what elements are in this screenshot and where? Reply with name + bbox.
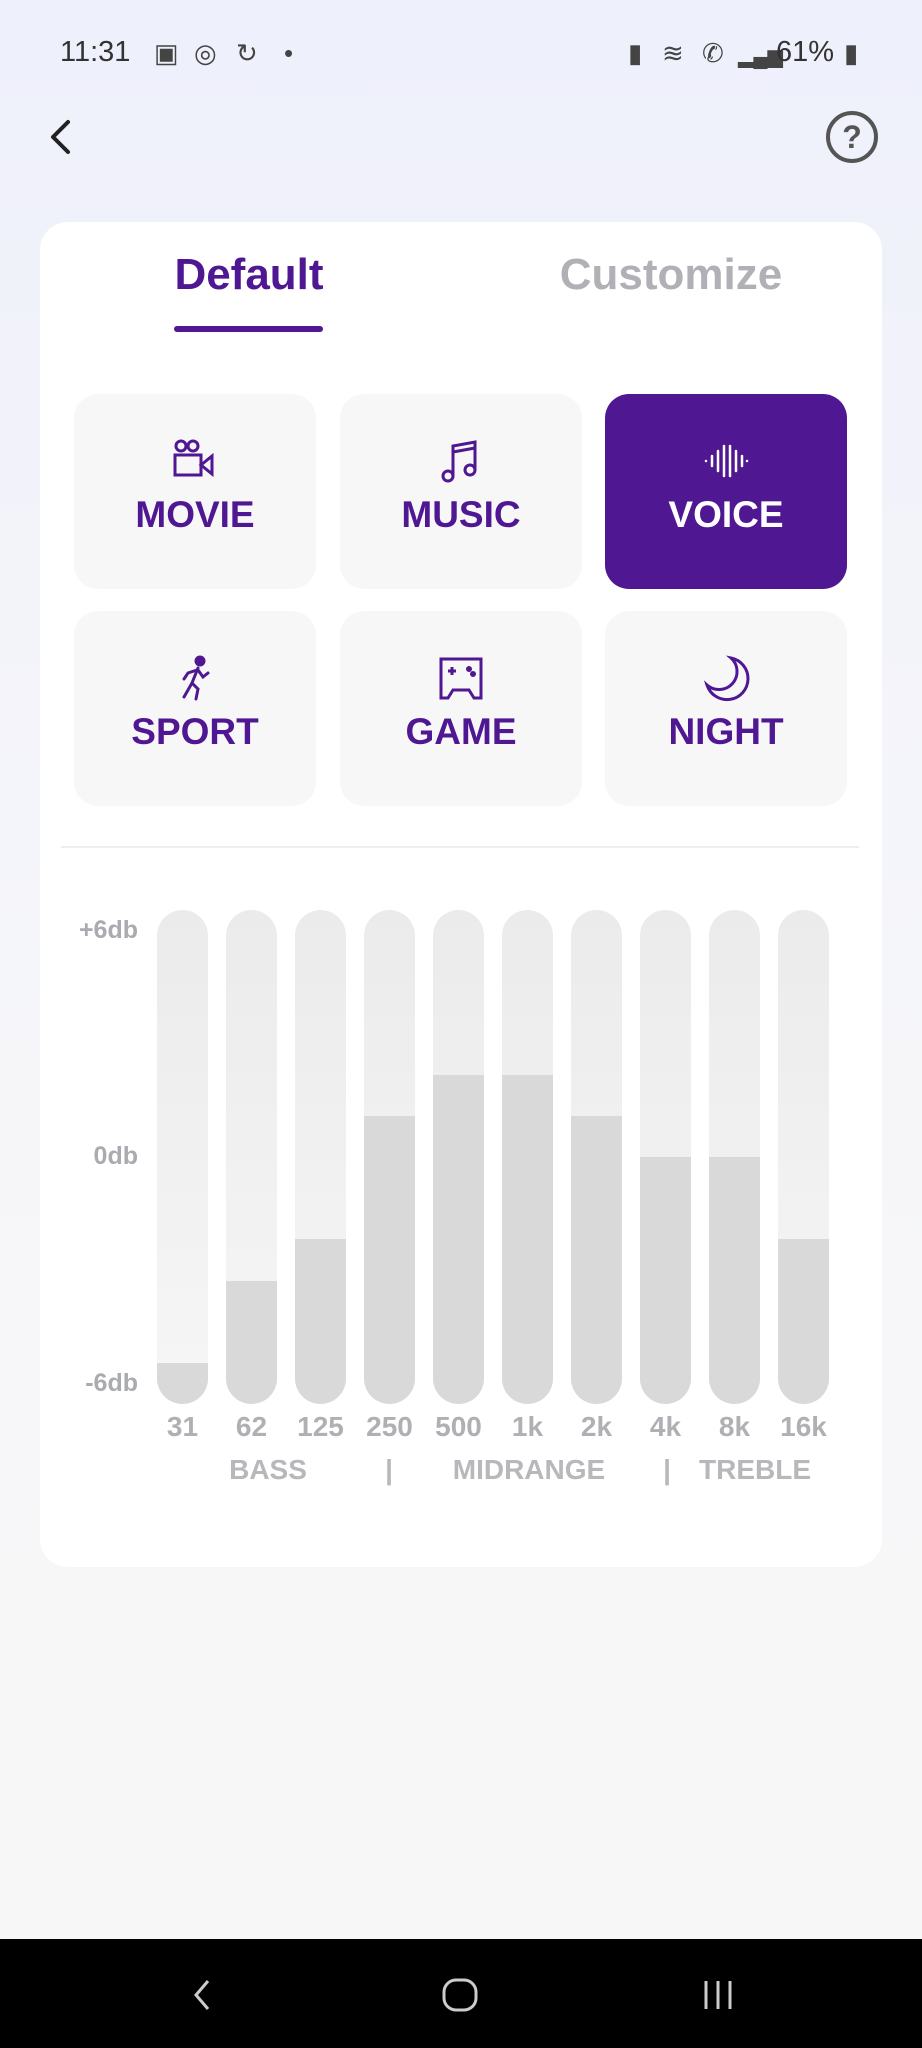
- eq-bar-fill: [295, 1239, 346, 1404]
- refresh-icon: ↻: [236, 38, 258, 68]
- freq-label: 500: [435, 1411, 482, 1442]
- preset-label: VOICE: [668, 494, 784, 535]
- battery-level: 61%: [776, 36, 835, 68]
- wifi-call-icon: ✆: [702, 38, 724, 68]
- moon-icon: [703, 655, 750, 702]
- tab-customize[interactable]: Customize: [559, 250, 783, 299]
- freq-label: 8k: [718, 1411, 751, 1442]
- preset-movie[interactable]: MOVIE: [74, 394, 316, 589]
- eq-bar-fill: [571, 1115, 622, 1404]
- freq-label: 2k: [580, 1411, 613, 1442]
- battery-icon: ▮: [844, 38, 859, 68]
- movie-camera-icon: [173, 439, 214, 478]
- signal-icon: ▂▄▆: [738, 46, 783, 68]
- eq-slider-4k[interactable]: [640, 910, 691, 1404]
- gallery-icon: ▣: [154, 38, 179, 68]
- eq-slider-8k[interactable]: [709, 910, 760, 1404]
- eq-bar-fill: [157, 1362, 208, 1404]
- running-icon: [182, 655, 210, 701]
- sync-icon: ◎: [194, 38, 217, 68]
- group-label-bass: BASS: [229, 1454, 307, 1485]
- freq-label: 16k: [780, 1411, 827, 1442]
- music-note-icon: [441, 440, 477, 483]
- y-tick-label: +6db: [78, 916, 138, 944]
- preset-label: GAME: [405, 711, 517, 752]
- sound-wave-icon: [704, 444, 749, 478]
- eq-bar-fill: [433, 1074, 484, 1404]
- eq-bar-fill: [709, 1157, 760, 1404]
- preset-label: SPORT: [131, 711, 259, 752]
- status-time: 11:31: [60, 36, 131, 68]
- group-label-midrange: MIDRANGE: [452, 1454, 606, 1485]
- eq-bar-fill: [640, 1157, 691, 1404]
- freq-label: 4k: [649, 1411, 682, 1442]
- active-tab-indicator: [174, 326, 323, 332]
- preset-label: MOVIE: [135, 494, 255, 535]
- preset-music[interactable]: MUSIC: [340, 394, 582, 589]
- preset-label: MUSIC: [401, 494, 521, 535]
- freq-label: 250: [366, 1411, 413, 1442]
- preset-voice[interactable]: VOICE: [605, 394, 847, 589]
- back-arrow-icon: [51, 120, 70, 154]
- preset-label: NIGHT: [668, 711, 784, 752]
- freq-label: 1k: [511, 1411, 544, 1442]
- y-tick-label: 0db: [93, 1142, 138, 1170]
- help-icon[interactable]: ?: [826, 111, 878, 163]
- freq-label: 62: [235, 1411, 268, 1442]
- preset-night[interactable]: NIGHT: [605, 611, 847, 806]
- group-separator: |: [663, 1454, 671, 1485]
- eq-slider-250[interactable]: [364, 910, 415, 1404]
- group-separator: |: [385, 1454, 393, 1485]
- y-tick-label: -6db: [85, 1369, 138, 1397]
- dot-icon: •: [284, 38, 294, 68]
- status-bar: 11:31 ▣ ◎ ↻ • ▮ ≋ ✆ ▂▄▆ 61% ▮: [0, 0, 922, 100]
- eq-bar-fill: [226, 1280, 277, 1404]
- group-label-treble: TREBLE: [699, 1454, 811, 1485]
- divider: [61, 846, 859, 848]
- eq-bar-fill: [778, 1239, 829, 1404]
- eq-slider-2k[interactable]: [571, 910, 622, 1404]
- eq-slider-16k[interactable]: [778, 910, 829, 1404]
- eq-slider-500[interactable]: [433, 910, 484, 1404]
- eq-bar-fill: [502, 1074, 553, 1404]
- freq-label: 125: [297, 1411, 344, 1442]
- nav-recents-icon[interactable]: [700, 1975, 736, 2015]
- navigation-bar: [0, 1939, 922, 2048]
- freq-label: 31: [166, 1411, 199, 1442]
- eq-slider-125[interactable]: [295, 910, 346, 1404]
- back-button[interactable]: [38, 112, 88, 162]
- nav-back-icon[interactable]: [186, 1975, 218, 2015]
- preset-game[interactable]: GAME: [340, 611, 582, 806]
- tab-default[interactable]: Default: [174, 250, 324, 299]
- eq-slider-31[interactable]: [157, 910, 208, 1404]
- wifi-icon: ≋: [662, 38, 684, 68]
- battery-saver-icon: ▮: [628, 38, 643, 68]
- eq-slider-1k[interactable]: [502, 910, 553, 1404]
- eq-slider-62[interactable]: [226, 910, 277, 1404]
- preset-sport[interactable]: SPORT: [74, 611, 316, 806]
- nav-home-icon[interactable]: [440, 1975, 480, 2015]
- gamepad-icon: [439, 657, 483, 700]
- eq-bar-fill: [364, 1115, 415, 1404]
